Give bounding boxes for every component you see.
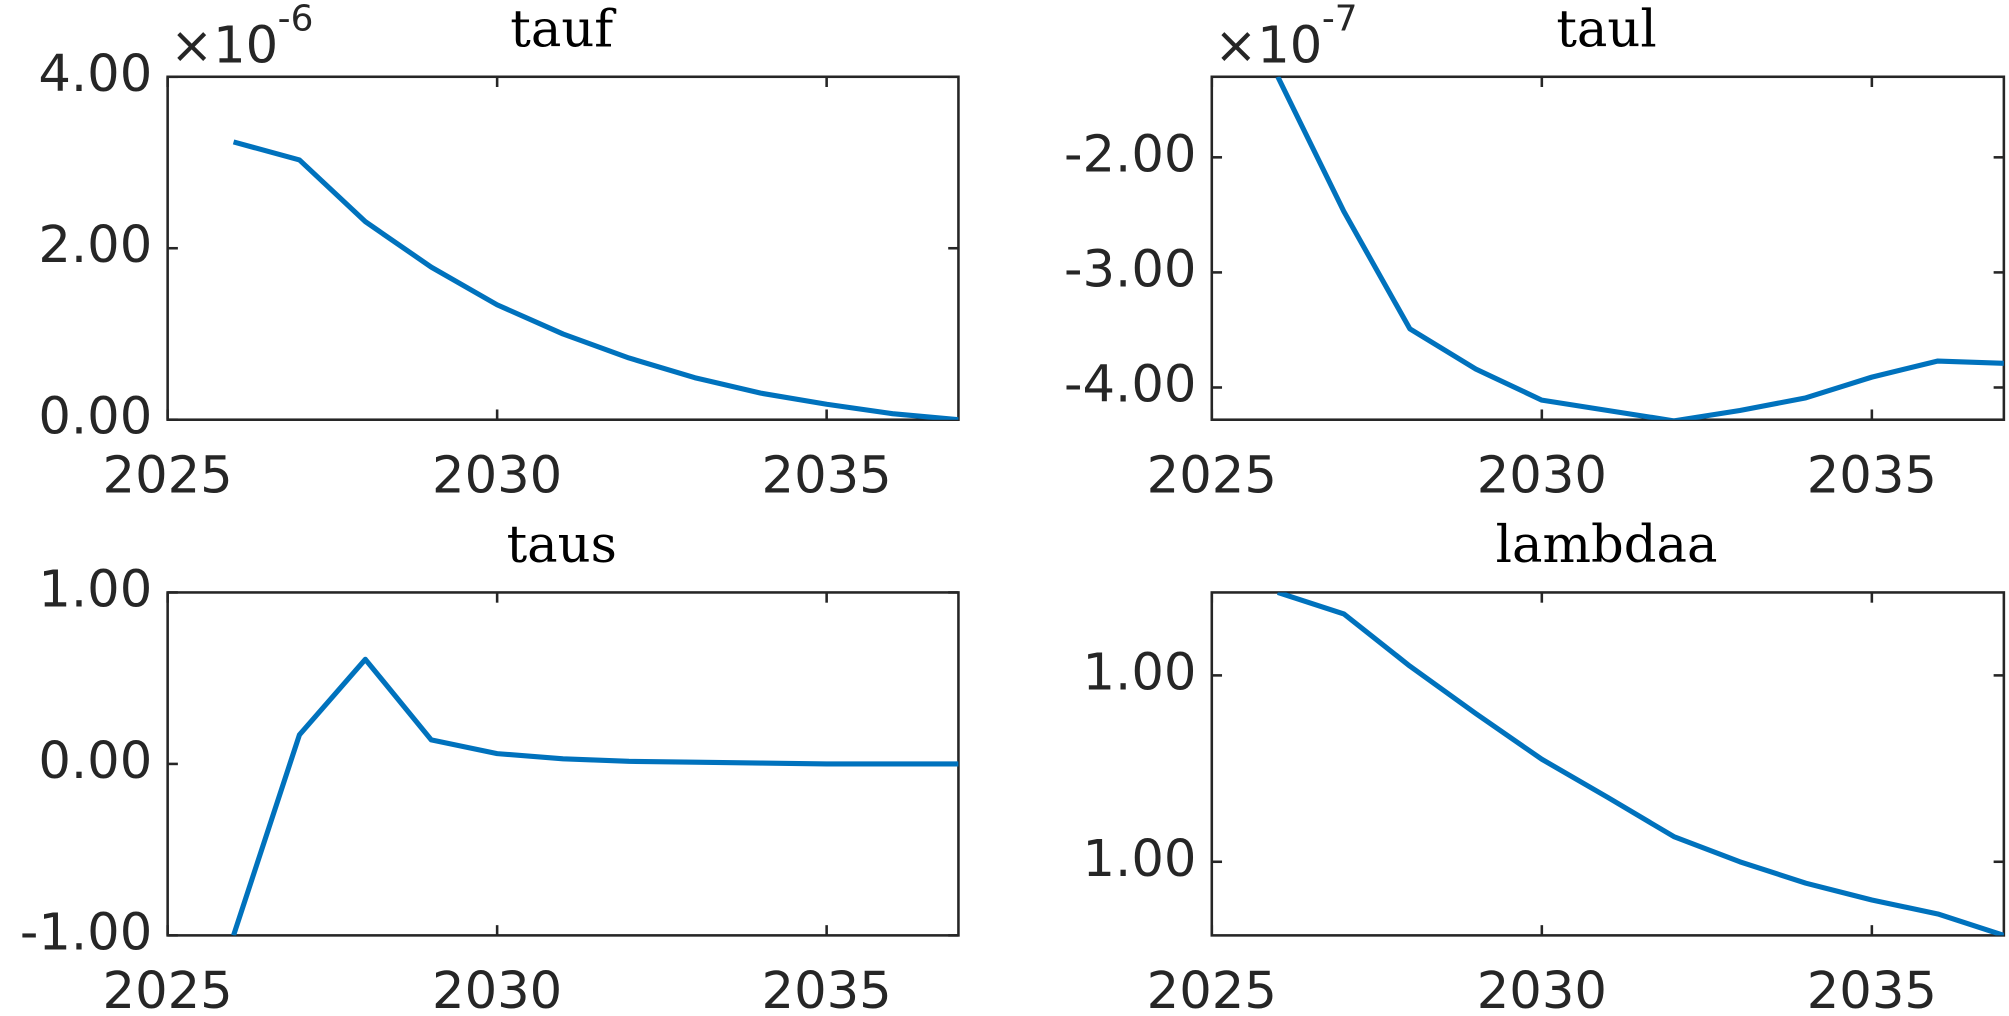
y-tick-label: -2.00 bbox=[1064, 124, 1196, 184]
x-tick-label: 2030 bbox=[1477, 446, 1607, 506]
chart-title: lambdaa bbox=[1496, 515, 1718, 575]
x-tick-label: 2025 bbox=[103, 961, 233, 1016]
subplot: 2025 2030 2035 0.00 2.00 4.00 tauf ×10 -6 bbox=[38, 0, 960, 506]
x-tick-label: 2030 bbox=[432, 961, 562, 1016]
y-tick-label: -1.00 bbox=[20, 902, 152, 962]
y-tick-label: -4.00 bbox=[1064, 354, 1196, 414]
axes-box bbox=[1210, 75, 2006, 421]
y-tick-label: 0.00 bbox=[38, 731, 152, 791]
y-exponent: -6 bbox=[278, 0, 314, 39]
chart-title: taus bbox=[507, 515, 617, 575]
y-exponent: -7 bbox=[1322, 0, 1358, 39]
subplot: 2025 2030 2035 -4.00 -3.00 -2.00 taul ×10 -7 bbox=[1064, 0, 2006, 506]
x-tick-label: 2025 bbox=[1147, 961, 1277, 1016]
x-tick-label: 2030 bbox=[1477, 961, 1607, 1016]
y-tick-label: 2.00 bbox=[38, 215, 152, 275]
y-tick-label: 4.00 bbox=[38, 44, 152, 104]
data-line bbox=[231, 656, 959, 936]
chart-title: tauf bbox=[510, 0, 617, 59]
subplot: 2025 2030 2035 -1.00 0.00 1.00 taus bbox=[20, 515, 960, 1016]
y-tick-label: 1.00 bbox=[1083, 642, 1197, 702]
y-tick-label: 1.00 bbox=[1083, 829, 1197, 889]
x-tick-label: 2035 bbox=[762, 446, 892, 506]
axes-box bbox=[166, 75, 960, 421]
y-tick-label: 1.00 bbox=[38, 559, 152, 619]
x-tick-label: 2035 bbox=[1807, 446, 1937, 506]
y-multiplier: ×10 bbox=[170, 16, 278, 76]
x-tick-label: 2035 bbox=[1807, 961, 1937, 1016]
x-tick-label: 2035 bbox=[762, 961, 892, 1016]
data-line bbox=[1275, 76, 2004, 420]
x-tick-label: 2025 bbox=[1147, 446, 1277, 506]
axes-box bbox=[1210, 591, 2006, 937]
x-tick-label: 2025 bbox=[103, 446, 233, 506]
data-line bbox=[232, 139, 959, 420]
x-tick-label: 2030 bbox=[432, 446, 562, 506]
y-tick-label: -3.00 bbox=[1064, 239, 1196, 299]
y-multiplier: ×10 bbox=[1214, 16, 1322, 76]
chart-title: taul bbox=[1556, 0, 1656, 59]
y-tick-label: 0.00 bbox=[38, 387, 152, 447]
subplot: 2025 2030 2035 1.00 1.00 lambdaa bbox=[1083, 515, 2006, 1016]
data-line bbox=[1277, 592, 2004, 936]
